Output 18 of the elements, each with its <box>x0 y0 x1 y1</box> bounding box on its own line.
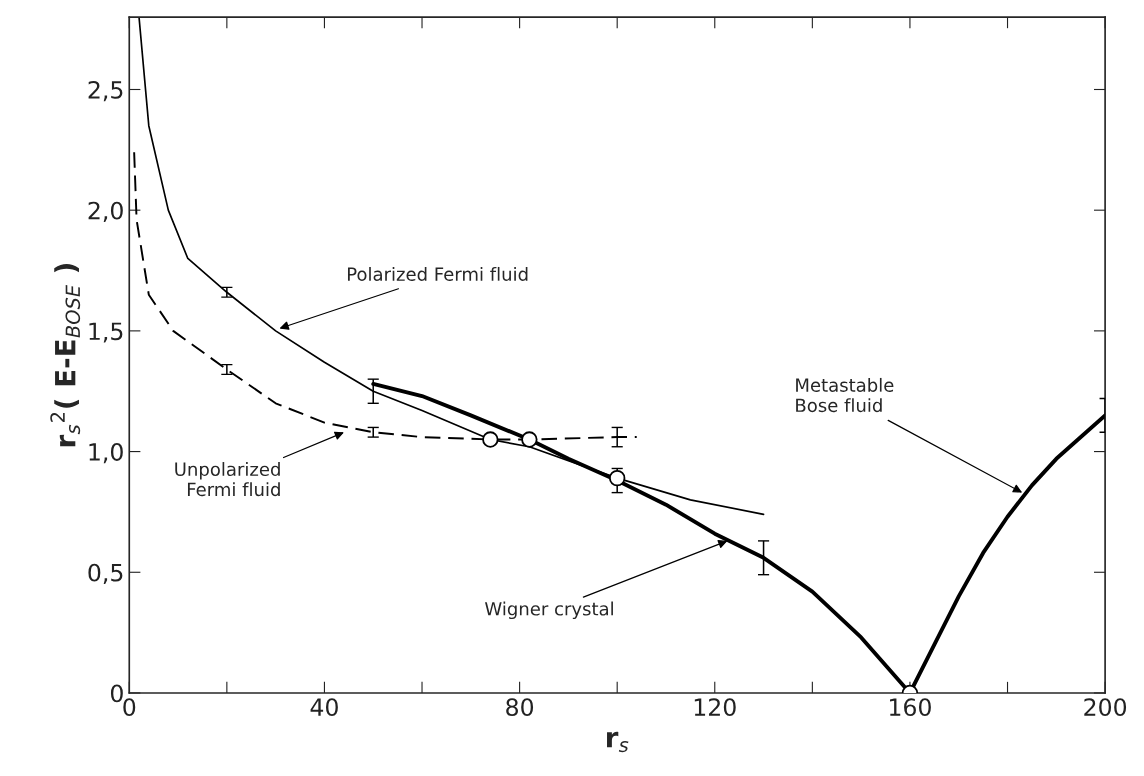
y-axis-title: r$_{s}$$^{2}$( E-E$_{BOSE}$ ) <box>50 264 81 447</box>
x-tick-label: 120 <box>694 698 736 717</box>
y-tick-label: 1,5 <box>89 322 123 343</box>
annotation: Unpolarized Fermi fluid <box>175 462 280 497</box>
x-axis-title: r$_{s}$ <box>607 731 629 753</box>
annotation: Wigner crystal <box>485 601 613 620</box>
annotation: Metastable Bose fluid <box>796 377 894 413</box>
x-tick-label: 0 <box>123 698 136 717</box>
annotation: Polarized Fermi fluid <box>347 266 528 281</box>
y-tick-label: 2,5 <box>88 80 123 102</box>
x-tick-label: 40 <box>310 698 338 717</box>
x-tick-label: 160 <box>890 698 931 717</box>
y-tick-label: 2,0 <box>88 201 123 222</box>
x-tick-label: 200 <box>1084 698 1127 717</box>
y-tick-label: 1,0 <box>89 443 123 464</box>
y-tick-label: 0,5 <box>88 563 123 584</box>
x-tick-label: 80 <box>506 698 534 717</box>
y-tick-label: 0 <box>110 684 123 703</box>
